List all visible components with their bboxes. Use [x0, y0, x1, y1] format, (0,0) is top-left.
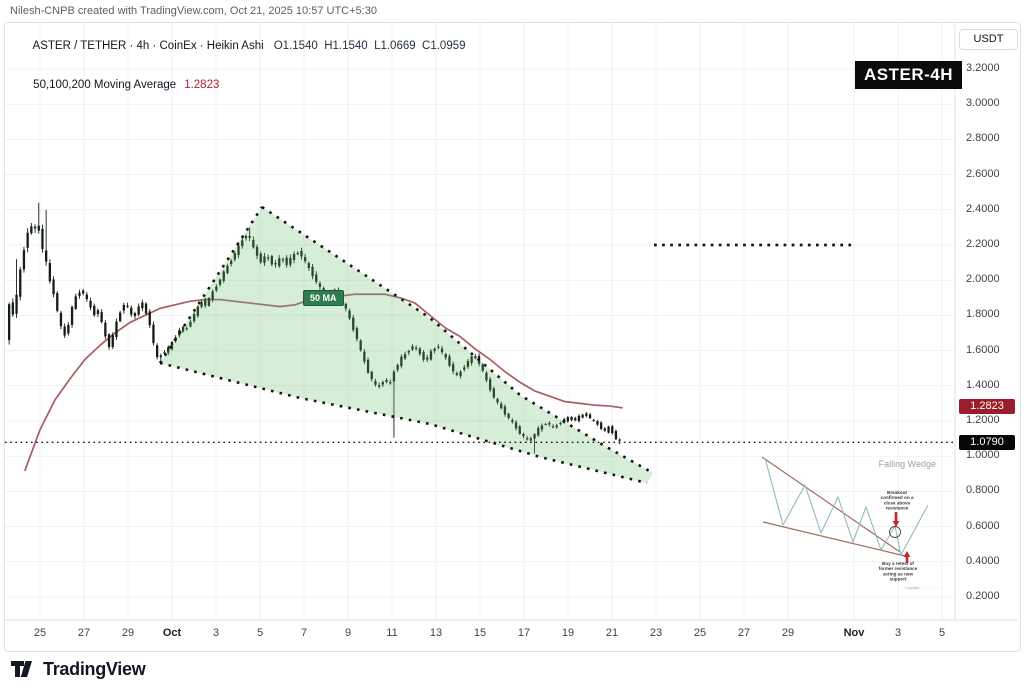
symbol-timeframe-badge: ASTER-4H	[855, 61, 963, 89]
falling-wedge-inset-diagram: Falling Wedge Copyright · · · · · · · · …	[761, 456, 944, 590]
time-tick-label: 17	[517, 627, 531, 639]
ma-indicator-value: 1.2823	[184, 79, 220, 91]
price-tick-label: 2.2000	[966, 238, 1000, 250]
price-tick-label: 1.2000	[966, 414, 1000, 426]
time-tick-label: 19	[561, 627, 575, 639]
time-tick-label: 29	[121, 627, 135, 639]
time-tick-label: 25	[693, 627, 707, 639]
tradingview-logo-text[interactable]: TradingView	[43, 658, 146, 679]
time-tick-label: 3	[894, 627, 902, 639]
currency-toggle-button[interactable]: USDT	[959, 29, 1018, 50]
price-tick-label: 1.6000	[966, 343, 1000, 356]
tradingview-logo-icon[interactable]	[10, 658, 36, 680]
watermark: Nilesh-CNPB created with TradingView.com…	[10, 5, 377, 17]
time-tick-label: Nov	[843, 627, 865, 639]
price-tick-label: 2.8000	[966, 132, 1000, 145]
chart-legend: ASTER / TETHER · 4h · CoinEx · Heikin As…	[14, 28, 466, 103]
price-tick-label: 0.4000	[966, 554, 1000, 567]
time-tick-label: 5	[256, 627, 264, 639]
price-tick-label: 3.0000	[966, 97, 1000, 110]
time-tick-label: 15	[473, 627, 487, 639]
last-price-axis-badge: 1.0790	[959, 434, 1015, 450]
ma-price-axis-badge: 1.2823	[959, 399, 1015, 414]
time-tick-label: 11	[386, 627, 398, 639]
time-tick-label: 25	[33, 627, 47, 639]
time-tick-label: 21	[605, 627, 619, 639]
inset-title: Falling Wedge	[879, 459, 936, 469]
time-tick-label: 23	[649, 627, 663, 639]
time-tick-label: 3	[212, 627, 220, 639]
time-tick-label: 29	[781, 627, 795, 639]
price-tick-label: 0.8000	[966, 484, 1000, 497]
time-tick-label: 7	[300, 627, 308, 639]
time-tick-label: 27	[737, 627, 751, 639]
symbol-title[interactable]: ASTER / TETHER · 4h · CoinEx · Heikin As…	[32, 40, 264, 52]
price-tick-label: 0.2000	[966, 590, 1000, 602]
time-tick-label: 27	[77, 627, 91, 639]
price-tick-label: 2.0000	[966, 273, 1000, 286]
time-tick-label: 9	[344, 627, 352, 639]
ma-indicator-label[interactable]: 50,100,200 Moving Average	[33, 79, 177, 91]
price-tick-label: 1.0000	[966, 449, 1000, 462]
ma50-line-badge: 50 MA	[303, 290, 344, 306]
time-tick-label: 13	[429, 627, 443, 639]
price-tick-label: 0.6000	[966, 519, 1000, 532]
price-tick-label: 1.8000	[966, 308, 1000, 321]
ohlc-values: O1.1540 H1.1540 L1.0669 C1.0959	[273, 40, 466, 52]
footer-branding: TradingView	[10, 658, 146, 680]
price-tick-label: 2.6000	[966, 167, 1000, 180]
time-tick-label: 5	[938, 627, 946, 639]
time-tick-label: Oct	[162, 627, 182, 639]
price-tick-label: 2.4000	[966, 202, 1000, 215]
inset-copyright: Copyright · · · · · · · · · · · ·	[905, 586, 944, 590]
price-tick-label: 1.4000	[966, 378, 1000, 391]
price-tick-label: 3.2000	[966, 62, 1000, 74]
